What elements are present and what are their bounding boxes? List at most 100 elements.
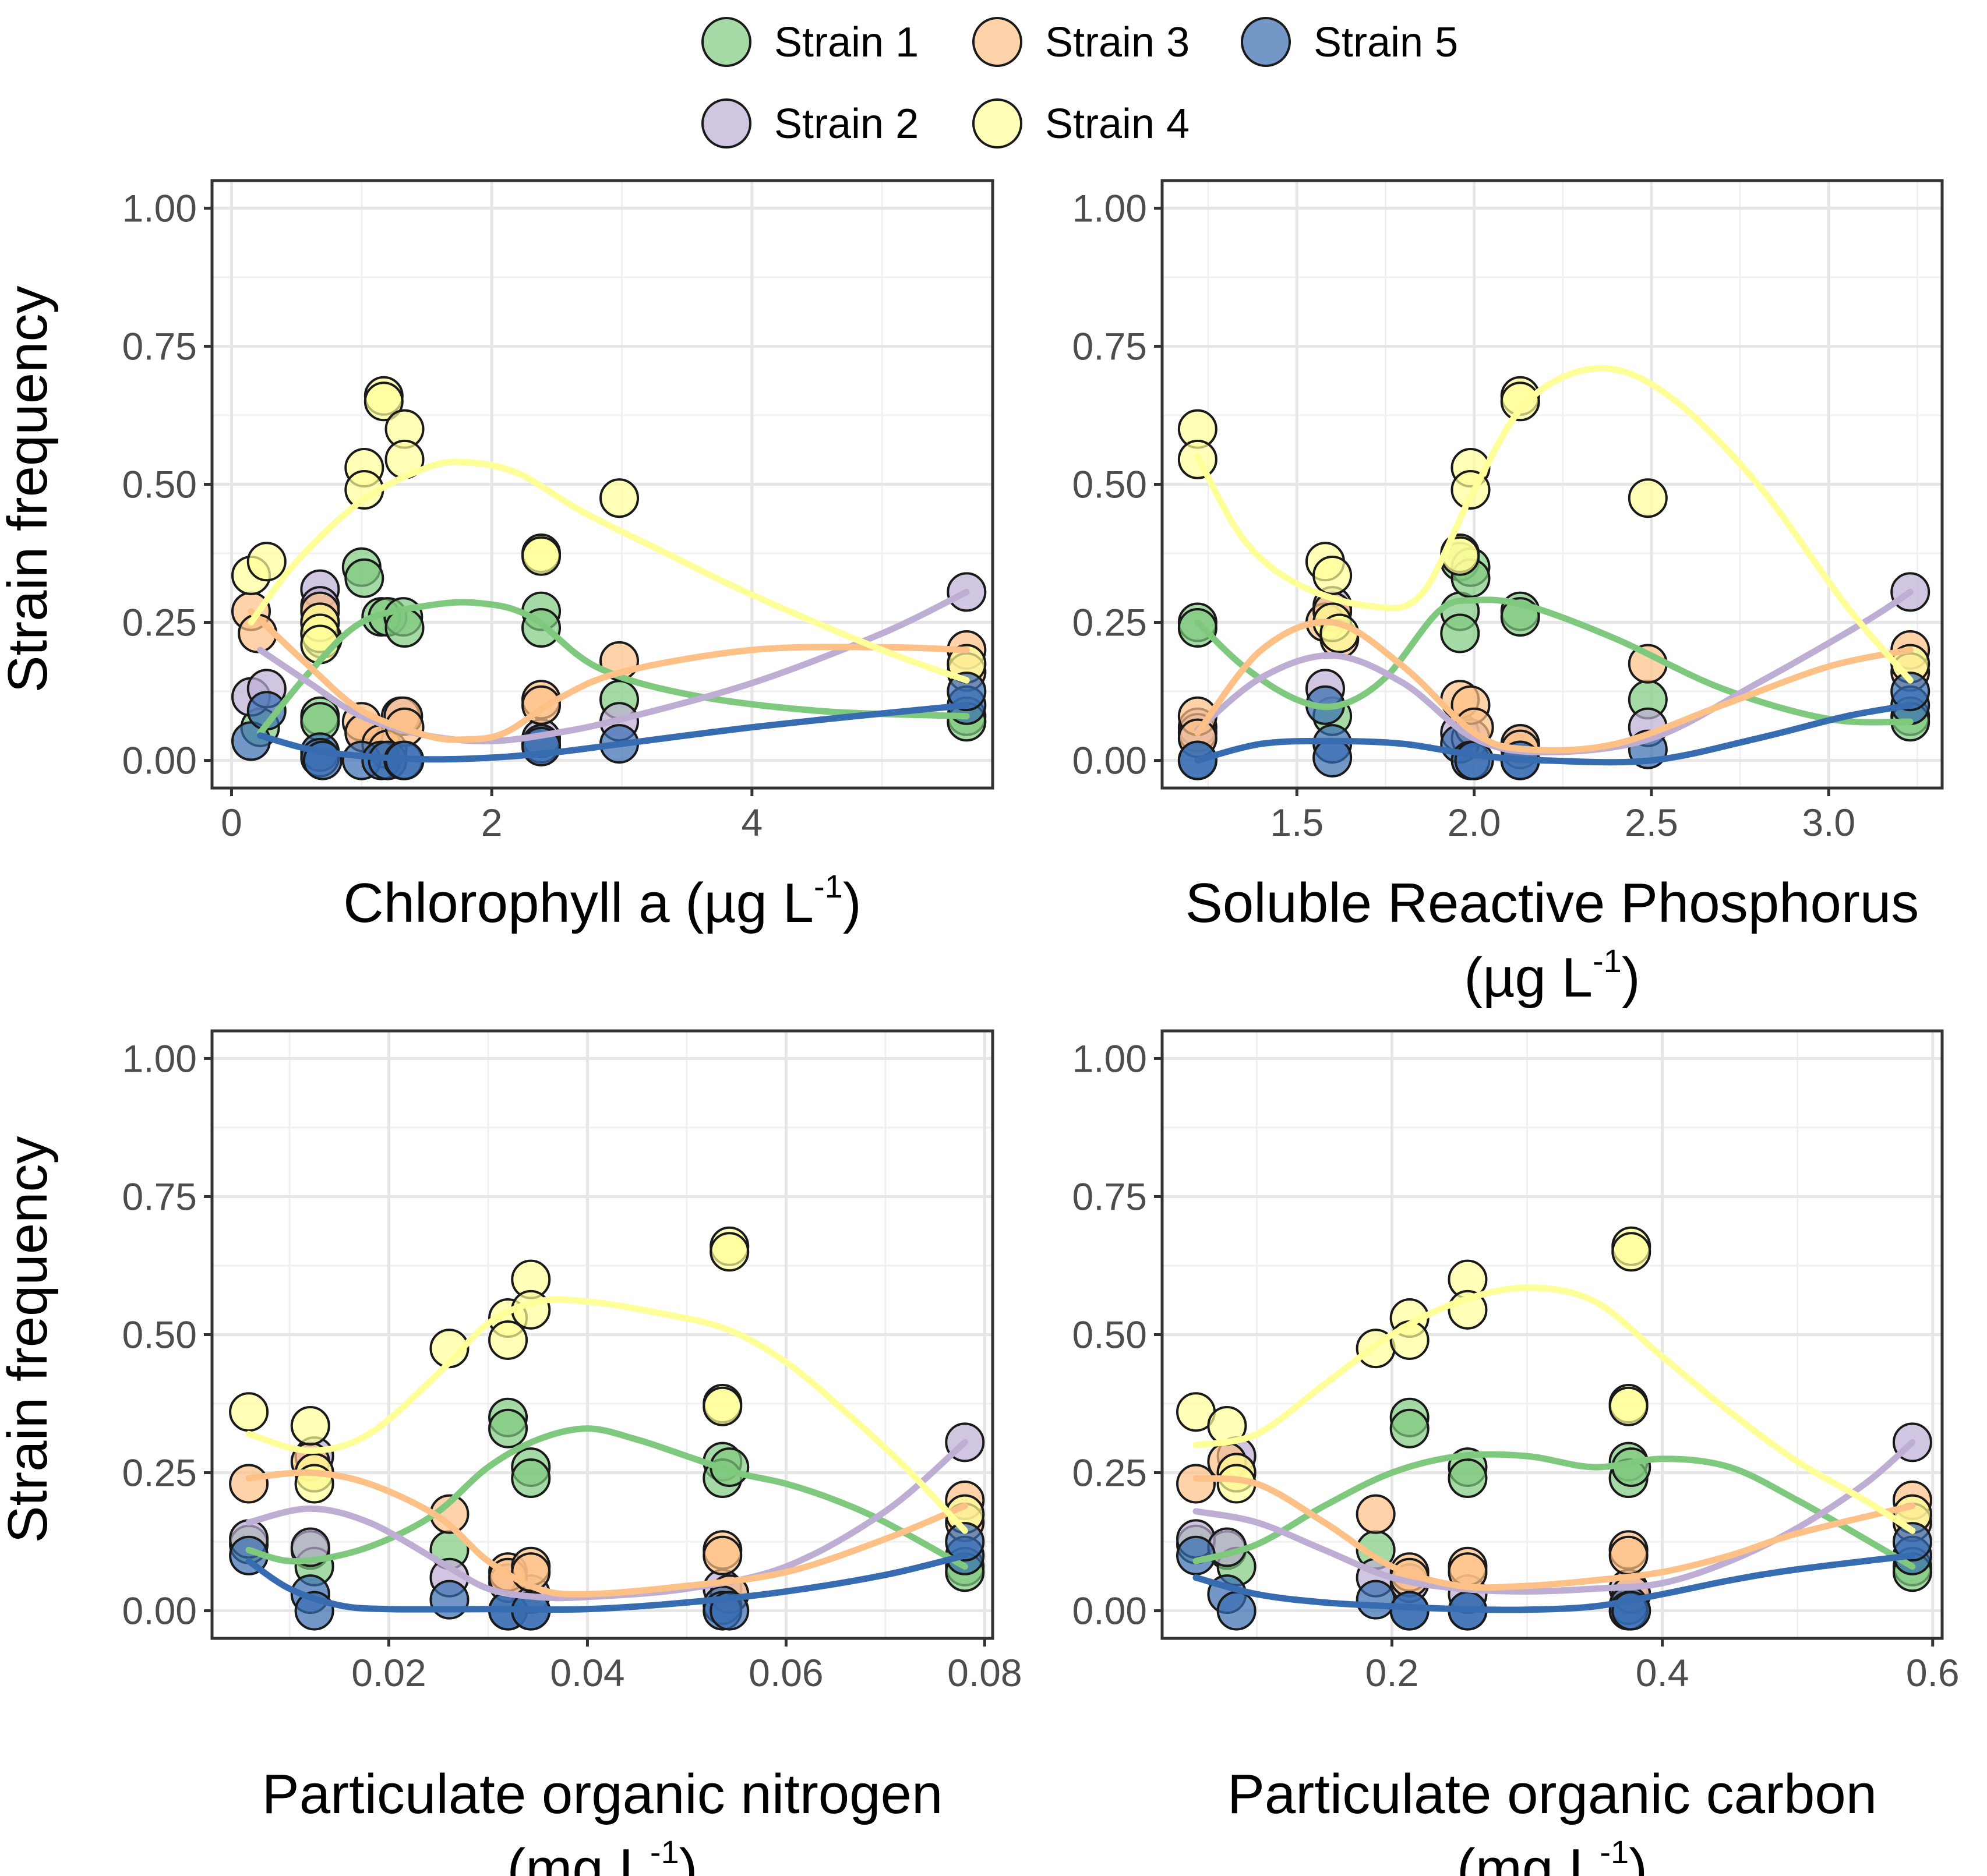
x-axis-title: Soluble Reactive Phosphorus (µg L-1): [1185, 872, 1919, 1009]
smooth-line-strain-3: [248, 608, 970, 743]
point-strain-1: [344, 558, 384, 598]
y-tick-label: 1.00: [122, 1037, 197, 1080]
x-axis-title-line2: (mg L-1): [1457, 1833, 1647, 1876]
x-tick-label: 0.6: [1906, 1651, 1960, 1694]
x-axis-title-line1: Particulate organic nitrogen: [262, 1763, 943, 1825]
panel-4: 0.00 0.25 0.50 0.75 1.00 0.2 0.4 0.6 Particulate…: [1072, 1029, 1960, 1876]
x-axis-title-main: Chlorophyll a (µg L: [343, 872, 814, 934]
point-strain-5: [429, 1580, 470, 1620]
smooth-line-strain-1: [1192, 1451, 1916, 1570]
y-tick-label: 0.75: [1072, 324, 1147, 368]
y-tick-label: 0.00: [122, 739, 197, 782]
x-axis-title-sup: -1: [814, 868, 843, 905]
x-axis-title-sup: -1: [1600, 1833, 1629, 1870]
x-tick-label: 1.5: [1270, 801, 1324, 844]
panel-1: 0.00 0.25 0.50 0.75 1.00 0 2 4 Chlorophyll a (µg…: [122, 179, 994, 934]
point-strain-5: [1312, 737, 1353, 778]
x-tick-label: 0.04: [550, 1651, 624, 1694]
y-axis-title-2: Strain frequency: [0, 1136, 59, 1543]
y-tick-label: 1.00: [1072, 1037, 1147, 1080]
point-strain-1: [1389, 1408, 1430, 1448]
smooth-line-strain-4: [248, 458, 970, 684]
x-tick-label: 0.02: [351, 1651, 426, 1694]
x-axis-title-line1: Chlorophyll a (µg L-1): [343, 868, 861, 934]
x-axis-title-line2: (µg L-1): [1464, 942, 1640, 1009]
smooth-line-strain-4: [245, 1296, 968, 1534]
point-strain-4: [229, 1392, 269, 1432]
smooth-line-strain-3: [245, 1469, 968, 1598]
point-strain-5: [947, 672, 987, 712]
point-strain-3: [703, 1535, 743, 1575]
y-tick-label: 0.25: [1072, 1451, 1147, 1495]
legend-item-s2: Strain 2: [701, 98, 919, 149]
smooth-lines: [1192, 1284, 1916, 1613]
y-tick-label: 0.50: [122, 1313, 197, 1356]
x-tick-label: 0.4: [1636, 1651, 1689, 1694]
panels: 0.00 0.25 0.50 0.75 1.00 0 2 4 Chlorophyll a (µg…: [122, 179, 1960, 1876]
y-tick-label: 0.00: [1072, 1589, 1147, 1633]
legend-key-s1: [701, 17, 751, 67]
smooth-line-strain-3: [1192, 1475, 1916, 1591]
y-axis-title-1: Strain frequency: [0, 285, 59, 693]
legend-key-s4: [972, 98, 1022, 149]
legend-item-s5: Strain 5: [1241, 17, 1458, 67]
y-tick-label: 0.25: [122, 1451, 197, 1495]
smooth-line-strain-4: [1192, 1284, 1916, 1534]
point-strain-4: [1312, 555, 1353, 595]
smooth-lines: [248, 458, 970, 763]
point-strain-1: [1177, 608, 1217, 648]
legend-key-s3: [972, 17, 1022, 67]
point-strain-3: [1608, 1535, 1649, 1575]
point-strain-3: [1356, 1494, 1396, 1534]
point-strain-3: [229, 1464, 269, 1504]
x-axis-title-sup: -1: [1593, 942, 1622, 979]
smooth-line-strain-5: [1192, 1552, 1916, 1613]
point-strain-4: [703, 1386, 743, 1426]
legend-label-s1: Strain 1: [774, 19, 919, 66]
axes: 0.00 0.25 0.50 0.75 1.00 1.5 2.0 2.5 3.0: [1072, 186, 1856, 844]
x-tick-label: 0: [221, 801, 242, 844]
gridlines: [212, 181, 993, 788]
x-axis-title-tail: ): [1629, 1838, 1647, 1876]
y-tick-label: 0.00: [1072, 739, 1147, 782]
point-strain-1: [1440, 613, 1480, 653]
x-tick-label: 0.08: [947, 1651, 1022, 1694]
y-tick-label: 0.75: [122, 1175, 197, 1218]
x-axis-title-line2: (mg L-1): [507, 1833, 697, 1876]
smooth-line-strain-2: [245, 1439, 968, 1602]
y-tick-label: 0.50: [122, 463, 197, 506]
y-tick-label: 0.75: [1072, 1175, 1147, 1218]
point-strain-5: [1216, 1591, 1257, 1631]
point-strain-5: [1454, 740, 1494, 780]
x-axis-title-tail: ): [1622, 946, 1640, 1009]
y-tick-label: 0.75: [122, 324, 197, 368]
smooth-line-strain-1: [1194, 596, 1914, 726]
point-strain-4: [521, 536, 562, 576]
x-tick-label: 2: [481, 801, 503, 844]
point-strain-1: [511, 1458, 551, 1499]
x-axis-title-unit: (mg L: [1457, 1838, 1600, 1876]
y-tick-label: 0.50: [1072, 1313, 1147, 1356]
point-strain-4: [1500, 381, 1540, 422]
smooth-line-strain-4: [1194, 365, 1914, 684]
x-axis-title-line1: Particulate organic carbon: [1227, 1763, 1877, 1825]
smooth-lines: [1194, 365, 1914, 766]
legend: Strain 1 Strain 3 Strain 5 Strain 2 Strain 4: [701, 17, 1458, 149]
point-strain-1: [1448, 1458, 1488, 1499]
point-strain-4: [246, 542, 287, 582]
legend-item-s1: Strain 1: [701, 17, 919, 67]
axes: 0.00 0.25 0.50 0.75 1.00 0.02 0.04 0.06 0.08: [122, 1037, 1022, 1694]
legend-label-s4: Strain 4: [1045, 101, 1190, 147]
axes: 0.00 0.25 0.50 0.75 1.00 0.2 0.4 0.6: [1072, 1037, 1960, 1694]
gridlines: [212, 1031, 993, 1638]
x-axis-title-sup: -1: [650, 1833, 679, 1870]
x-tick-label: 2.0: [1448, 801, 1501, 844]
gridlines: [1162, 181, 1942, 788]
x-axis-title: Chlorophyll a (µg L-1): [343, 868, 861, 934]
axes: 0.00 0.25 0.50 0.75 1.00 0 2 4: [122, 186, 763, 844]
x-tick-label: 2.5: [1625, 801, 1678, 844]
x-axis-title-line1: Soluble Reactive Phosphorus: [1185, 872, 1919, 934]
x-axis-title-unit: (mg L: [507, 1838, 650, 1876]
y-tick-label: 0.25: [1072, 601, 1147, 644]
